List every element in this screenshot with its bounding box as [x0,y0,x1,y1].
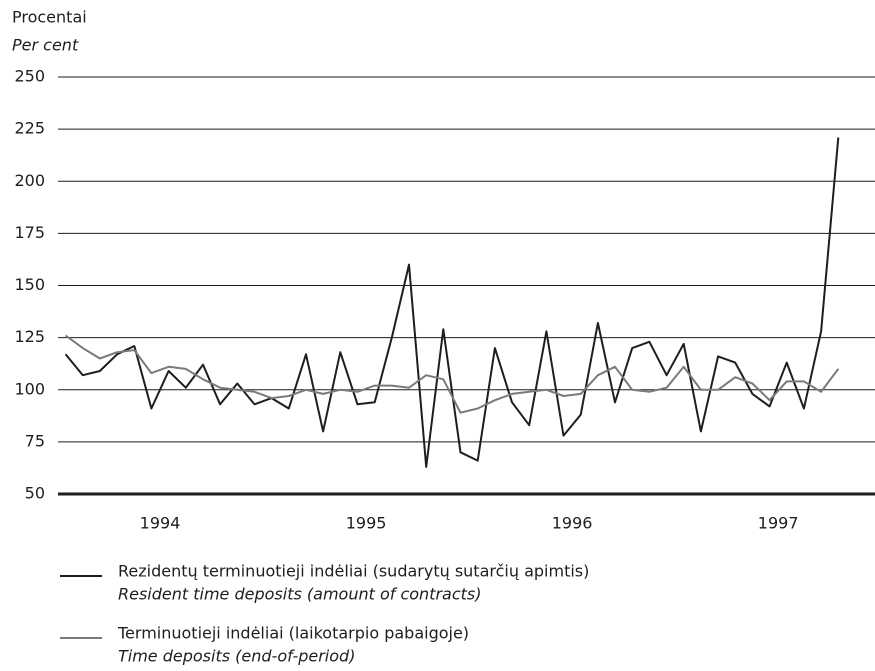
y-tick-label: 225 [14,119,45,138]
x-tick-label: 1994 [140,514,181,533]
y-label: Procentai [12,8,87,27]
x-tick-label: 1995 [346,514,387,533]
y-tick-label: 50 [25,484,45,503]
y-tick-label: 125 [14,327,45,346]
y-tick-label: 100 [14,379,45,398]
y-tick-label: 75 [25,431,45,450]
series-line [65,334,840,414]
y-label-en: Per cent [12,36,79,55]
legend-label-en: Resident time deposits (amount of contra… [118,585,482,604]
y-tick-label: 150 [14,275,45,294]
legend-label: Rezidentų terminuotieji indėliai (sudary… [118,562,589,581]
legend-label-en: Time deposits (end-of-period) [118,647,355,666]
legend-label: Terminuotieji indėliai (laikotarpio paba… [117,624,469,643]
x-tick-label: 1997 [758,514,799,533]
y-tick-label: 200 [14,171,45,190]
series-line [64,137,840,468]
x-tick-label: 1996 [552,514,593,533]
y-tick-label: 250 [14,67,45,86]
y-tick-label: 175 [14,223,45,242]
